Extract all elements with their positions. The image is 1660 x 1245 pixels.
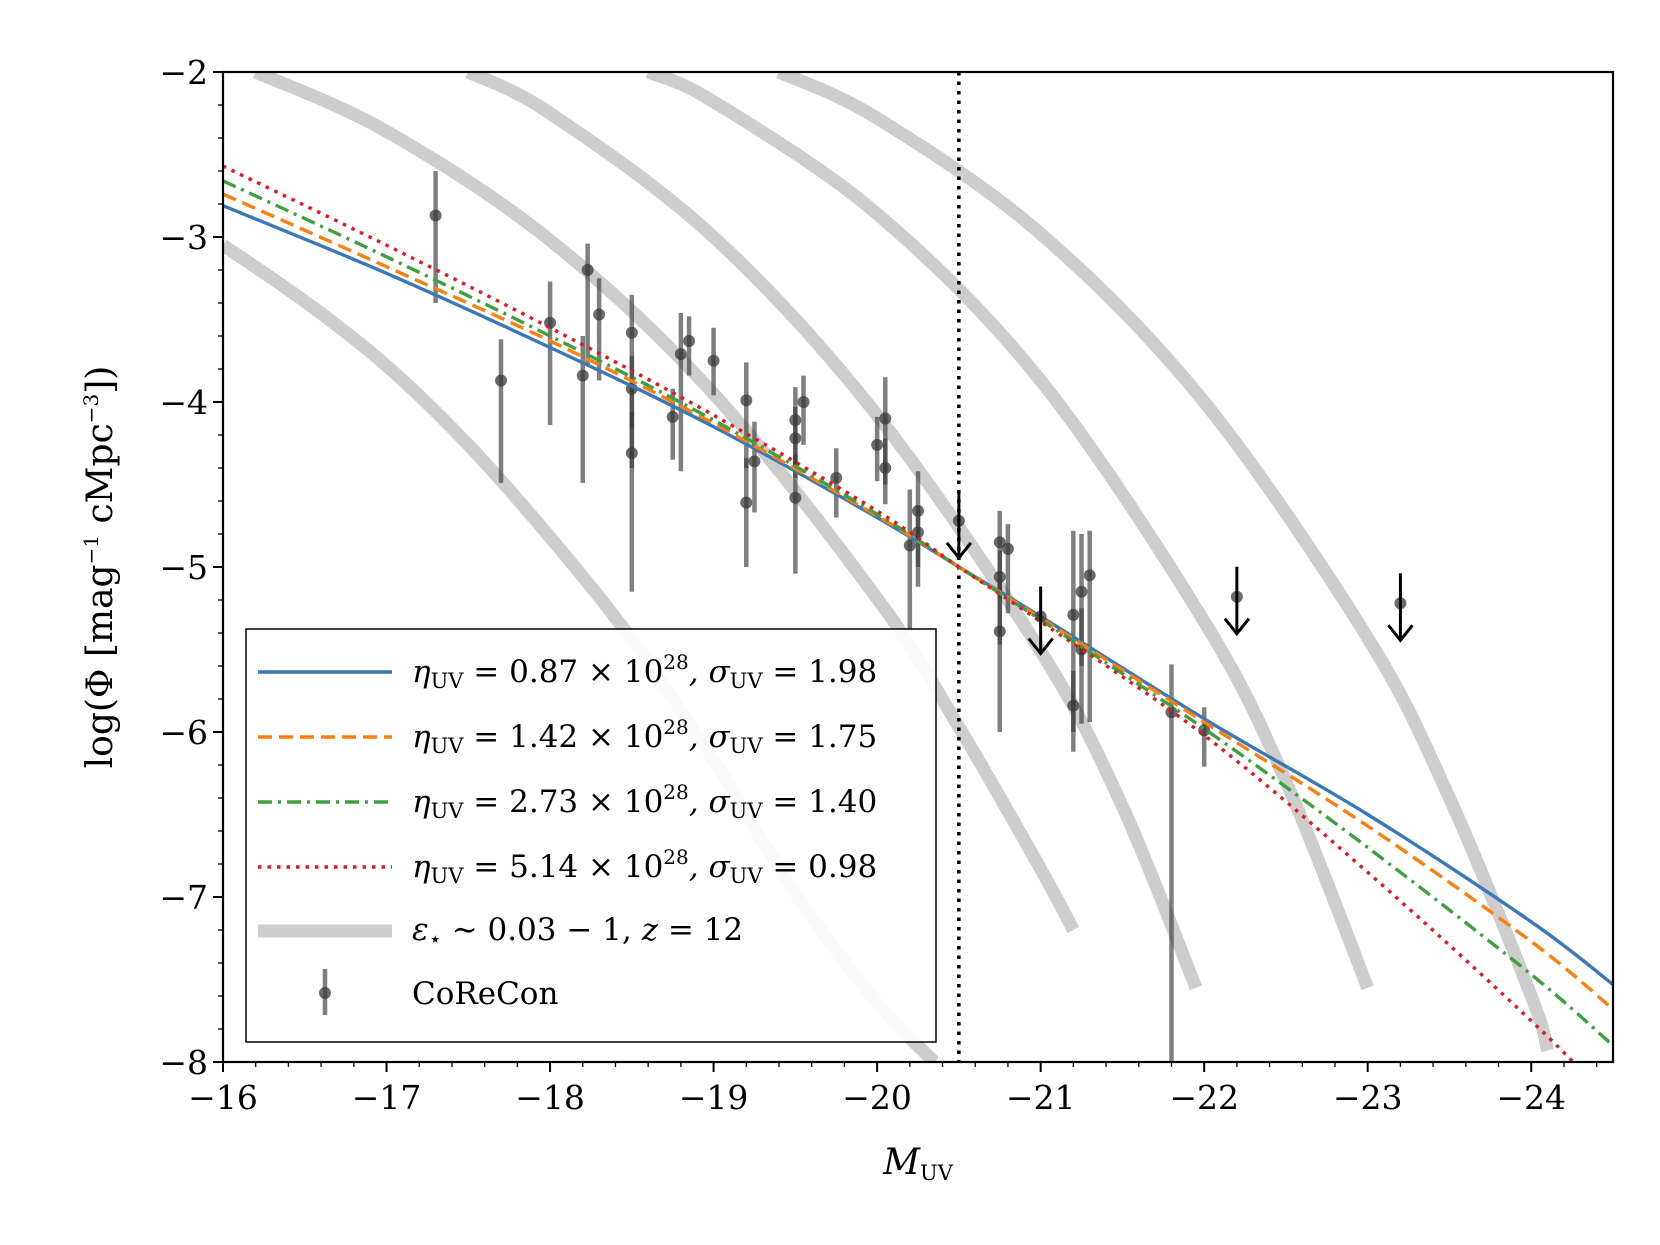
y-tick-label: −6 (159, 713, 208, 752)
efficiency-curve-5 (776, 72, 1554, 1053)
point-marker (625, 447, 638, 460)
point-marker (830, 471, 843, 484)
point-marker (903, 539, 916, 552)
upper-limit (1223, 566, 1251, 637)
point-marker (879, 412, 892, 425)
data-point (903, 489, 916, 630)
point-marker (1001, 542, 1014, 555)
data-point (912, 505, 924, 567)
point-marker (993, 536, 1006, 549)
data-point (576, 336, 589, 483)
x-tick-label: −22 (1169, 1078, 1239, 1117)
point-marker (495, 374, 507, 387)
x-tick-label: −18 (515, 1078, 585, 1117)
legend-label-eta-2-73: ηUV = 2.73 × 1028, σUV = 1.40 (412, 780, 877, 823)
point-marker (789, 491, 802, 504)
point-marker (871, 438, 884, 451)
data-point (581, 243, 594, 366)
data-point (707, 327, 720, 396)
y-tick-label: −4 (159, 383, 208, 422)
legend-box (245, 628, 937, 1043)
legend: ηUV = 0.87 × 1028, σUV = 1.98 ηUV = 1.42… (245, 628, 937, 1043)
point-marker (1165, 706, 1178, 719)
point-marker (429, 209, 442, 222)
data-point (789, 454, 802, 574)
upper-limit (1387, 573, 1414, 643)
point-marker (740, 394, 753, 407)
y-axis-title: log(Φ [mag−1 cMpc−3]) (79, 366, 121, 769)
point-marker (576, 369, 589, 382)
data-point (1165, 664, 1178, 1062)
legend-label-eta-5-14: ηUV = 5.14 × 1028, σUV = 0.98 (412, 845, 877, 888)
x-tick-label: −20 (842, 1078, 912, 1117)
data-point (674, 312, 687, 472)
y-tick-label: −5 (159, 548, 208, 587)
point-marker (674, 348, 687, 361)
upper-limit-arrowhead (945, 541, 973, 561)
x-tick-label: −19 (679, 1078, 749, 1117)
data-point (683, 316, 696, 376)
point-marker (993, 570, 1006, 583)
point-marker (1067, 608, 1080, 621)
upper-limit-arrows (945, 490, 1414, 656)
upper-limit (945, 490, 973, 561)
data-point (544, 281, 557, 426)
upper-limit-arrowhead (1027, 637, 1054, 656)
legend-label-corecon: CoReCon (412, 976, 558, 1012)
y-tick-label: −7 (159, 878, 208, 917)
x-tick-label: −23 (1333, 1078, 1403, 1117)
point-marker (748, 455, 761, 468)
point-marker (625, 326, 638, 339)
point-marker (789, 432, 802, 445)
efficiency-curve-2 (253, 72, 1080, 934)
data-point (495, 339, 507, 483)
data-point (797, 375, 810, 445)
y-tick-label: −8 (159, 1043, 208, 1082)
point-marker (707, 354, 720, 367)
data-point (748, 421, 761, 513)
curve-eta-5-14 (223, 164, 1576, 1062)
model-curves (223, 164, 1613, 1062)
data-point (879, 438, 892, 505)
y-tick-label: −3 (159, 218, 208, 257)
upper-limit (1027, 586, 1054, 656)
data-point (871, 416, 884, 482)
data-point (740, 362, 753, 468)
x-axis-title: MUV (882, 1142, 954, 1185)
upper-limit-arrowhead (1223, 617, 1251, 637)
point-marker (666, 410, 679, 423)
point-marker (797, 396, 810, 408)
data-point (625, 411, 638, 592)
point-marker (1067, 699, 1080, 712)
data-point (993, 583, 1006, 732)
y-tick-label: −2 (159, 53, 208, 92)
point-marker (993, 625, 1006, 638)
upper-limit-arrowhead (1387, 624, 1414, 643)
efficiency-curve-4 (645, 72, 1374, 991)
point-marker (879, 462, 892, 474)
x-tick-label: −17 (352, 1078, 422, 1117)
point-marker (1075, 585, 1088, 598)
point-marker (581, 264, 594, 276)
point-marker (683, 334, 696, 347)
data-point (1067, 670, 1080, 752)
data-point (1083, 530, 1096, 723)
legend-label-efficiency: ε⋆ ∼ 0.03 − 1, z = 12 (412, 912, 743, 951)
axis-ticks: −16 −17 −18 −19 −20 −21 −22 −23 −24 −8 −7 −6 −5 −4 −3 −… (159, 53, 1598, 1117)
legend-label-eta-0-87: ηUV = 0.87 × 1028, σUV = 1.98 (412, 650, 877, 693)
x-tick-label: −24 (1496, 1078, 1566, 1117)
point-marker (1083, 569, 1096, 582)
legend-label-eta-1-42: ηUV = 1.42 × 1028, σUV = 1.75 (412, 715, 877, 758)
point-marker (740, 496, 753, 509)
legend-handle-corecon-point (319, 987, 331, 999)
point-marker (593, 308, 606, 321)
data-point (740, 458, 753, 567)
x-tick-label: −16 (188, 1078, 258, 1117)
data-point (830, 448, 843, 518)
x-tick-label: −21 (1006, 1078, 1076, 1117)
point-marker (912, 526, 924, 539)
